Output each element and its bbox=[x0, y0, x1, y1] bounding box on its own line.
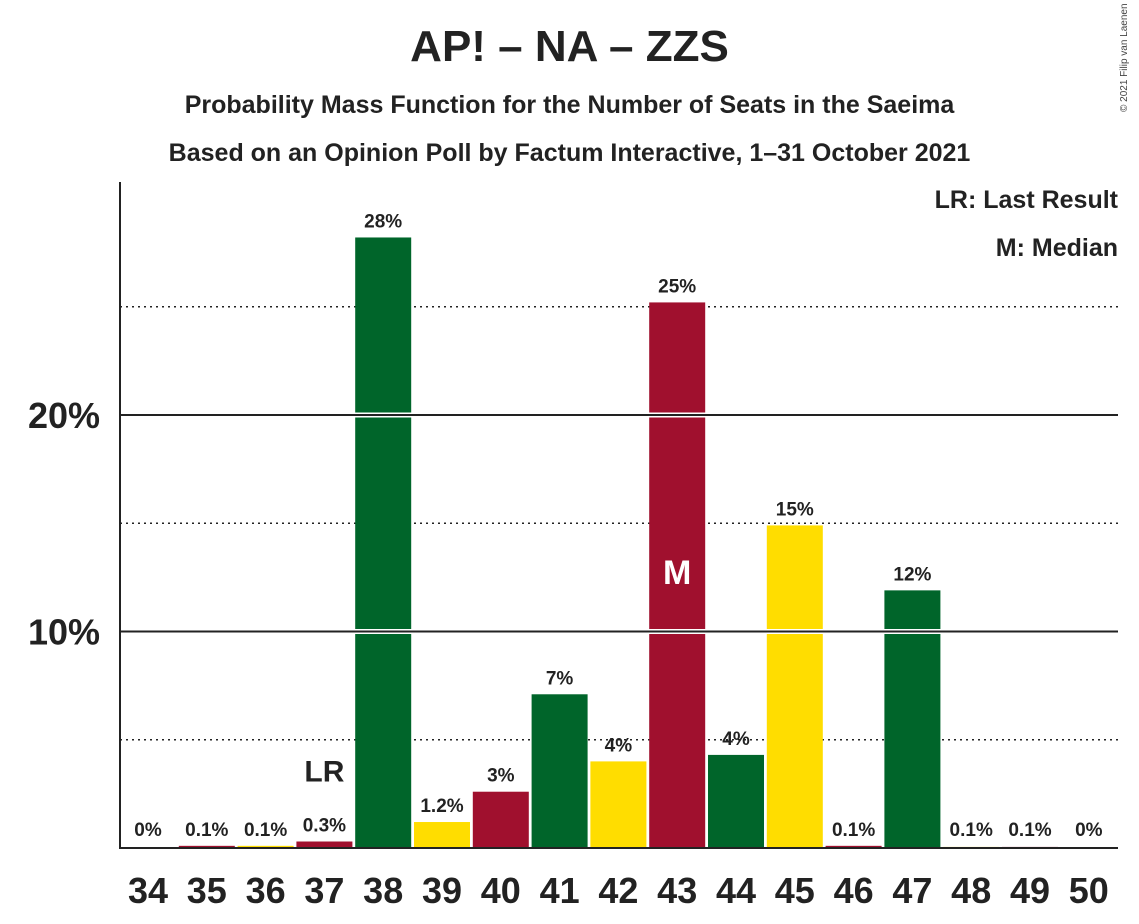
x-tick-label: 46 bbox=[834, 870, 874, 911]
bar bbox=[825, 845, 882, 848]
data-label: 3% bbox=[487, 766, 515, 787]
x-tick-label: 48 bbox=[951, 870, 991, 911]
x-tick-label: 43 bbox=[657, 870, 697, 911]
y-tick-label: 20% bbox=[28, 395, 100, 436]
x-tick-label: 42 bbox=[598, 870, 638, 911]
data-label: 15% bbox=[776, 499, 814, 520]
legend-median: M: Median bbox=[995, 234, 1118, 262]
x-tick-label: 44 bbox=[716, 870, 756, 911]
data-label: 4% bbox=[722, 729, 750, 750]
chart-subtitle: Probability Mass Function for the Number… bbox=[184, 91, 955, 119]
bar bbox=[178, 845, 235, 848]
data-label: 7% bbox=[546, 668, 574, 689]
data-label: 0.1% bbox=[1008, 820, 1051, 841]
data-label: 12% bbox=[893, 564, 931, 585]
data-label: 25% bbox=[658, 276, 696, 297]
bar bbox=[649, 302, 706, 848]
data-label: 0.1% bbox=[185, 820, 228, 841]
bar bbox=[237, 845, 294, 848]
data-label: 4% bbox=[605, 735, 633, 756]
x-tick-label: 40 bbox=[481, 870, 521, 911]
x-tick-label: 35 bbox=[187, 870, 227, 911]
bar bbox=[766, 525, 823, 848]
x-tick-label: 47 bbox=[892, 870, 932, 911]
bar bbox=[414, 822, 470, 848]
x-tick-label: 41 bbox=[540, 870, 580, 911]
x-tick-label: 39 bbox=[422, 870, 462, 911]
y-tick-label: 10% bbox=[28, 612, 100, 653]
bar bbox=[590, 761, 647, 848]
bar bbox=[531, 694, 588, 848]
data-label: 28% bbox=[364, 211, 402, 232]
data-label: 0% bbox=[1075, 820, 1103, 841]
x-tick-label: 38 bbox=[363, 870, 403, 911]
data-label: 0% bbox=[134, 820, 162, 841]
x-tick-label: 37 bbox=[304, 870, 344, 911]
bar bbox=[355, 237, 412, 849]
x-tick-label: 49 bbox=[1010, 870, 1050, 911]
x-tick-label: 36 bbox=[246, 870, 286, 911]
x-tick-label: 45 bbox=[775, 870, 815, 911]
last-result-marker: LR bbox=[304, 756, 344, 789]
data-label: 0.1% bbox=[244, 820, 287, 841]
legend-last-result: LR: Last Result bbox=[934, 186, 1118, 214]
data-label: 0.1% bbox=[950, 820, 993, 841]
x-tick-label: 34 bbox=[128, 870, 168, 911]
chart-title: AP! – NA – ZZS bbox=[410, 22, 729, 71]
bar bbox=[296, 841, 353, 848]
x-tick-label: 50 bbox=[1069, 870, 1109, 911]
data-label: 1.2% bbox=[420, 796, 463, 817]
median-marker: M bbox=[663, 554, 691, 592]
bar bbox=[472, 791, 529, 848]
data-label: 0.3% bbox=[303, 816, 346, 837]
bar bbox=[708, 754, 764, 848]
data-label: 0.1% bbox=[832, 820, 875, 841]
chart-subtitle-poll: Based on an Opinion Poll by Factum Inter… bbox=[168, 139, 971, 167]
